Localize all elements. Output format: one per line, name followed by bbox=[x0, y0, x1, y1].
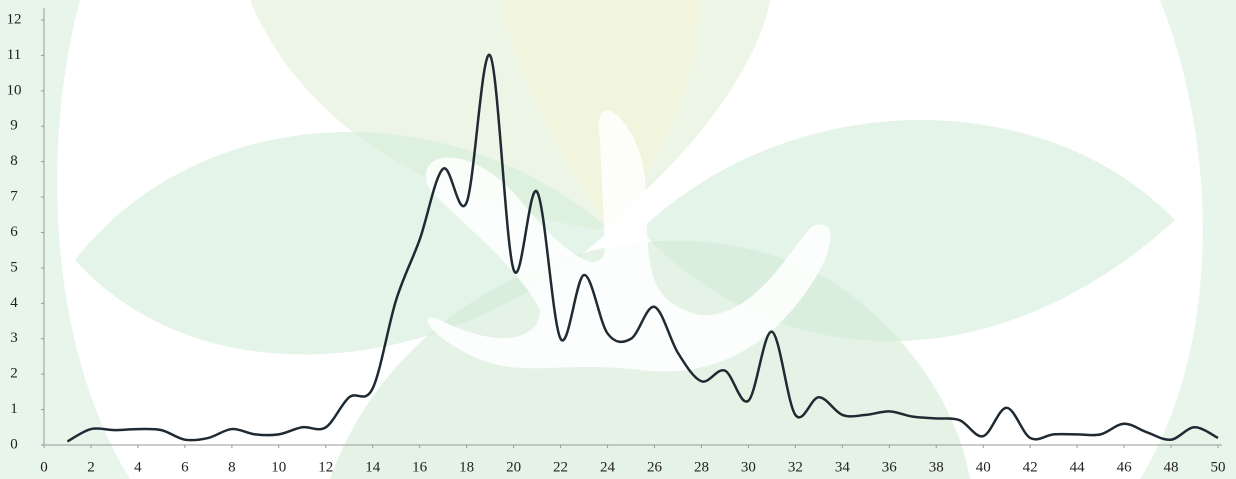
x-tick-label: 16 bbox=[412, 459, 428, 475]
x-tick-label: 10 bbox=[271, 459, 286, 475]
x-tick-label: 50 bbox=[1211, 459, 1226, 475]
x-tick-label: 28 bbox=[694, 459, 709, 475]
y-tick-label: 7 bbox=[10, 189, 18, 205]
y-tick-label: 0 bbox=[10, 436, 18, 452]
x-tick-label: 4 bbox=[134, 459, 142, 475]
x-tick-label: 14 bbox=[365, 459, 381, 475]
x-tick-label: 44 bbox=[1070, 459, 1086, 475]
y-tick-label: 2 bbox=[10, 366, 18, 382]
x-tick-label: 12 bbox=[318, 459, 333, 475]
x-tick-label: 46 bbox=[1117, 459, 1133, 475]
y-tick-label: 3 bbox=[10, 330, 18, 346]
x-tick-label: 24 bbox=[600, 459, 616, 475]
x-tick-label: 20 bbox=[506, 459, 521, 475]
x-tick-label: 38 bbox=[929, 459, 944, 475]
line-series bbox=[66, 53, 1219, 443]
y-tick-label: 11 bbox=[7, 47, 21, 63]
y-tick-label: 10 bbox=[7, 82, 22, 98]
x-tick-label: 0 bbox=[40, 459, 48, 475]
x-tick-label: 32 bbox=[788, 459, 803, 475]
y-tick-label: 9 bbox=[10, 118, 18, 134]
x-tick-label: 8 bbox=[228, 459, 236, 475]
x-tick-label: 40 bbox=[976, 459, 991, 475]
x-tick-label: 36 bbox=[882, 459, 898, 475]
x-tick-label: 34 bbox=[835, 459, 851, 475]
x-tick-label: 48 bbox=[1164, 459, 1179, 475]
y-tick-label: 12 bbox=[7, 11, 22, 27]
y-tick-label: 4 bbox=[10, 295, 18, 311]
x-tick-label: 30 bbox=[741, 459, 756, 475]
x-tick-label: 6 bbox=[181, 459, 189, 475]
y-tick-label: 5 bbox=[10, 259, 18, 275]
y-tick-label: 6 bbox=[10, 224, 18, 240]
x-tick-label: 18 bbox=[459, 459, 474, 475]
x-tick-label: 22 bbox=[553, 459, 568, 475]
x-tick-label: 42 bbox=[1023, 459, 1038, 475]
x-tick-label: 26 bbox=[647, 459, 663, 475]
x-tick-label: 2 bbox=[87, 459, 95, 475]
y-tick-label: 8 bbox=[10, 153, 18, 169]
y-tick-label: 1 bbox=[10, 401, 18, 417]
